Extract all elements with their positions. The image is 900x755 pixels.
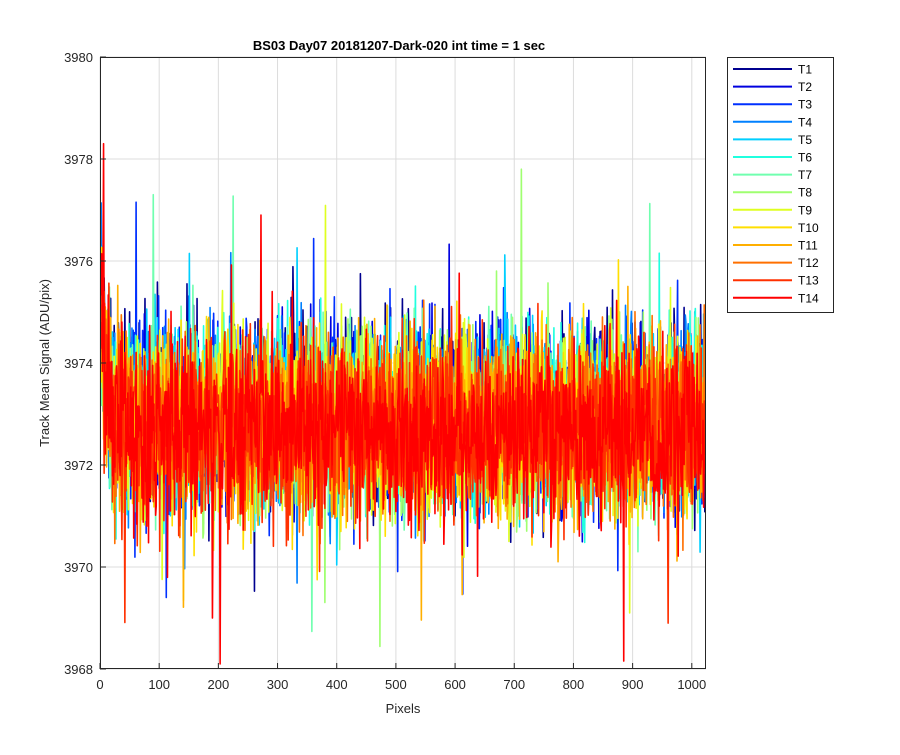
legend-label: T9 bbox=[798, 203, 812, 217]
series-lines bbox=[100, 142, 706, 665]
legend-item-t5[interactable]: T5 bbox=[733, 133, 812, 147]
legend-box bbox=[727, 57, 834, 313]
legend-label: T12 bbox=[798, 256, 819, 270]
axis-ticks: 0 100 200 300 400 500 600 700 800 900 1000 3968 3970… bbox=[64, 50, 706, 692]
legend-item-t6[interactable]: T6 bbox=[733, 151, 812, 165]
legend-item-t9[interactable]: T9 bbox=[733, 203, 812, 217]
legend-label: T3 bbox=[798, 98, 812, 112]
legend-item-t8[interactable]: T8 bbox=[733, 186, 812, 200]
legend-label: T4 bbox=[798, 115, 812, 129]
y-tick-label: 3978 bbox=[64, 152, 93, 167]
y-tick-label: 3974 bbox=[64, 356, 93, 371]
x-tick-label: 700 bbox=[503, 677, 525, 692]
y-axis-label: Track Mean Signal (ADU/pix) bbox=[37, 279, 52, 447]
x-tick-label: 1000 bbox=[677, 677, 706, 692]
legend-items: T1 T2 T3 T4 T5 T6 T7 T8 T9 T10 T11 T12 T13 T14 bbox=[733, 63, 819, 305]
x-tick-label: 500 bbox=[385, 677, 407, 692]
legend-label: T7 bbox=[798, 168, 812, 182]
y-tick-label: 3976 bbox=[64, 254, 93, 269]
y-tick-label: 3972 bbox=[64, 458, 93, 473]
x-tick-label: 800 bbox=[563, 677, 585, 692]
x-tick-label: 400 bbox=[326, 677, 348, 692]
legend-label: T13 bbox=[798, 274, 819, 288]
legend-label: T11 bbox=[798, 239, 818, 253]
x-tick-label: 200 bbox=[208, 677, 230, 692]
x-tick-label: 0 bbox=[96, 677, 103, 692]
legend-label: T8 bbox=[798, 186, 812, 200]
legend-label: T10 bbox=[798, 221, 819, 235]
y-tick-label: 3970 bbox=[64, 560, 93, 575]
y-tick-label: 3980 bbox=[64, 50, 93, 65]
legend-item-t3[interactable]: T3 bbox=[733, 98, 812, 112]
legend[interactable]: T1 T2 T3 T4 T5 T6 T7 T8 T9 T10 T11 T12 T13 T14 bbox=[727, 57, 834, 313]
legend-label: T14 bbox=[798, 291, 819, 305]
legend-item-t11[interactable]: T11 bbox=[733, 239, 818, 253]
legend-label: T5 bbox=[798, 133, 812, 147]
x-tick-label: 900 bbox=[622, 677, 644, 692]
legend-label: T6 bbox=[798, 151, 812, 165]
x-tick-label: 100 bbox=[148, 677, 170, 692]
legend-item-t10[interactable]: T10 bbox=[733, 221, 819, 235]
x-axis-label: Pixels bbox=[386, 701, 421, 716]
series-line-t14 bbox=[100, 142, 706, 665]
legend-label: T2 bbox=[798, 80, 812, 94]
x-tick-label: 300 bbox=[267, 677, 289, 692]
chart-title: BS03 Day07 20181207-Dark-020 int time = … bbox=[253, 38, 545, 53]
legend-label: T1 bbox=[798, 63, 812, 77]
legend-item-t7[interactable]: T7 bbox=[733, 168, 812, 182]
x-tick-label: 600 bbox=[444, 677, 466, 692]
legend-item-t13[interactable]: T13 bbox=[733, 274, 819, 288]
y-tick-label: 3968 bbox=[64, 662, 93, 677]
legend-item-t2[interactable]: T2 bbox=[733, 80, 812, 94]
legend-item-t12[interactable]: T12 bbox=[733, 256, 819, 270]
legend-item-t14[interactable]: T14 bbox=[733, 291, 819, 305]
legend-item-t1[interactable]: T1 bbox=[733, 63, 812, 77]
legend-item-t4[interactable]: T4 bbox=[733, 115, 812, 129]
